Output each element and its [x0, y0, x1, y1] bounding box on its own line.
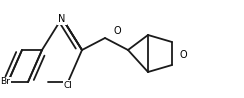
Text: O: O [180, 50, 188, 60]
Text: O: O [113, 26, 121, 36]
Text: N: N [58, 14, 66, 24]
Text: Br: Br [0, 78, 10, 87]
Text: Cl: Cl [64, 81, 72, 90]
